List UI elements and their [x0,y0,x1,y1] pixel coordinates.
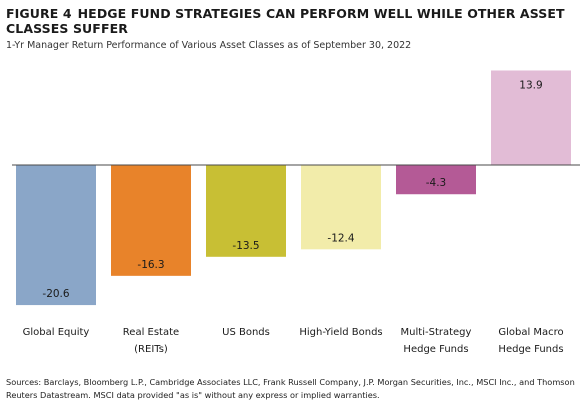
value-label-2: -16.3 [137,259,164,271]
bar-4 [301,165,381,250]
chart-subtitle: 1-Yr Manager Return Performance of Vario… [6,40,412,51]
figure-label: FIGURE 4 [6,6,72,21]
value-label-3: -13.5 [232,240,259,252]
category-label-6-line-2: Hedge Funds [498,344,563,355]
figure-title: HEDGE FUND STRATEGIES CAN PERFORM WELL W… [6,6,565,36]
category-label-5-line-2: Hedge Funds [403,344,468,355]
bar-3 [206,165,286,257]
source-note: Sources: Barclays, Bloomberg L.P., Cambr… [6,377,575,400]
bar-6 [491,70,571,165]
category-label-4-line-1: High-Yield Bonds [299,327,382,338]
value-label-5: -4.3 [426,177,447,189]
bar-1 [16,165,96,306]
value-labels-layer: -20.6 -16.3 -13.5 -12.4 -4.3 13.9 [42,79,542,300]
value-label-6: 13.9 [519,79,542,91]
category-label-3-line-1: US Bonds [222,327,270,338]
bar-5 [396,165,476,195]
value-label-4: -12.4 [327,232,354,244]
bar-chart: -20.6 -16.3 -13.5 -12.4 -4.3 13.9 Global Equi… [12,70,580,355]
category-label-2-line-1: Real Estate [123,327,179,338]
category-labels-layer: Global Equity Real Estate (REITs) US Bonds H… [23,327,564,355]
category-label-5-line-1: Multi-Strategy [401,327,472,338]
bar-2 [111,165,191,276]
value-label-1: -20.6 [42,288,69,300]
category-label-6-line-1: Global Macro [498,327,563,338]
chart-title: FIGURE 4 HEDGE FUND STRATEGIES CAN PERFOR… [6,6,576,36]
category-label-2-line-2: (REITs) [134,344,168,355]
bars-layer [16,70,571,306]
category-label-1-line-1: Global Equity [23,327,90,338]
